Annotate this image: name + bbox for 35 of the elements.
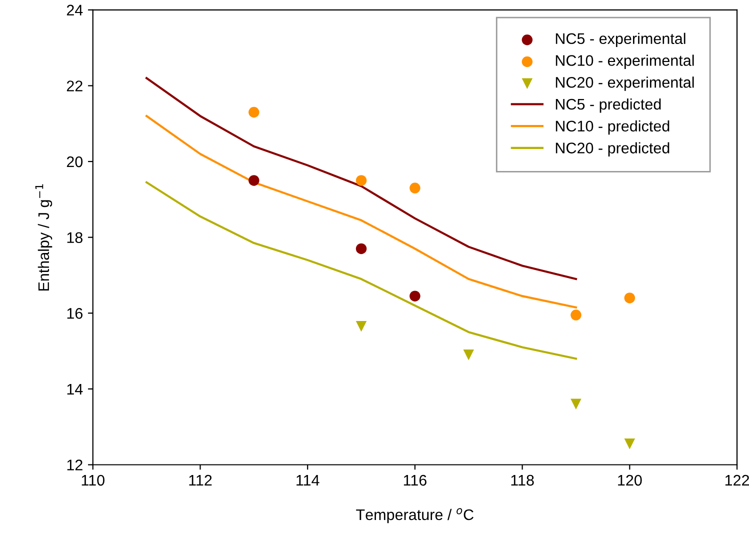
y-axis-title: Enthalpy / J g$^{−1}$ xyxy=(35,184,52,291)
point xyxy=(624,292,636,304)
x-tick-label: 116 xyxy=(404,474,426,486)
point xyxy=(410,290,420,302)
x-tick-label: 122 xyxy=(725,474,749,486)
y-tick-label: 12 xyxy=(67,460,82,470)
point xyxy=(570,398,582,410)
point xyxy=(356,175,367,186)
legend-label: NC20 - experimental xyxy=(556,76,694,91)
x-tick-label: 114 xyxy=(296,475,320,486)
legend-label: NC5 - experimental xyxy=(556,32,686,48)
y-tick-label: 18 xyxy=(67,232,82,244)
y-tick-label: 20 xyxy=(66,156,83,168)
point xyxy=(410,182,420,194)
legend-label: NC5 - predicted xyxy=(556,98,661,113)
point xyxy=(624,438,636,450)
legend-label: NC10 - experimental xyxy=(556,54,694,69)
y-tick-label: 14 xyxy=(67,384,83,394)
y-tick-label: 22 xyxy=(66,80,82,92)
point xyxy=(248,175,260,186)
y-tick-label: 24 xyxy=(66,4,83,16)
point xyxy=(356,321,367,332)
point xyxy=(463,349,474,360)
x-tick-label: 112 xyxy=(189,474,212,486)
x-tick-label: 120 xyxy=(618,474,642,486)
line-series xyxy=(146,181,578,360)
x-tick-label: 118 xyxy=(511,474,534,486)
point xyxy=(248,106,260,118)
point xyxy=(356,243,367,254)
y-tick-label: 16 xyxy=(67,308,82,319)
legend-label: NC10 - predicted xyxy=(556,120,670,135)
legend-label: NC20 - predicted xyxy=(556,142,670,156)
point xyxy=(570,310,582,320)
x-axis-title: Temperature / $^{o}$C xyxy=(356,508,474,524)
x-tick-label: 110 xyxy=(82,474,104,486)
